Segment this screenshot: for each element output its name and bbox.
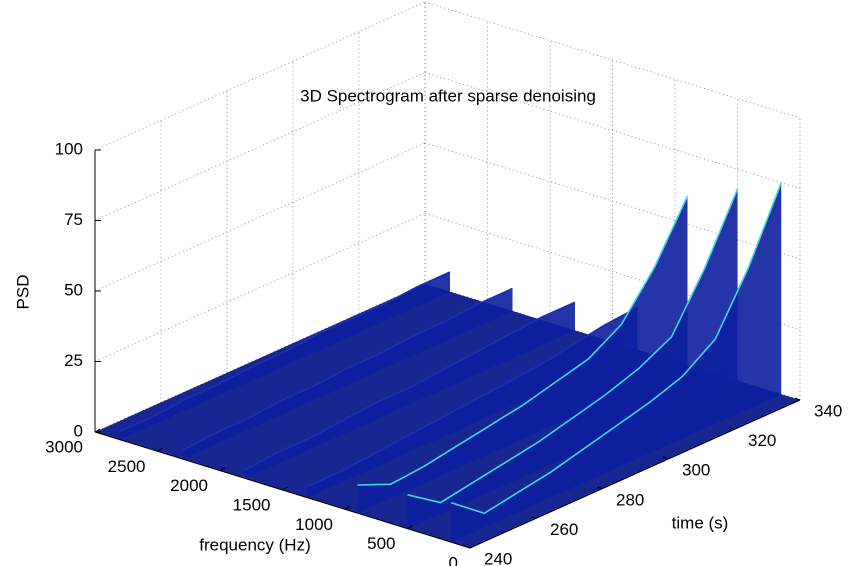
z-tick-label: 50 xyxy=(64,280,83,299)
y-axis-label: frequency (Hz) xyxy=(199,535,310,554)
y-tick-label: 0 xyxy=(449,553,458,566)
y-tick-label: 500 xyxy=(367,534,395,553)
grid-line xyxy=(94,72,426,221)
y-tick-label: 2000 xyxy=(170,476,208,495)
x-tick-label: 320 xyxy=(748,431,776,450)
ridge-curtain xyxy=(451,182,782,543)
x-tick-label: 300 xyxy=(682,461,710,480)
z-tick-label: 75 xyxy=(64,210,83,229)
x-tick-label: 240 xyxy=(484,549,512,566)
ridge-curtain xyxy=(120,271,450,440)
z-tick-label: 100 xyxy=(55,139,83,158)
ridge-line xyxy=(182,287,513,452)
x-tick xyxy=(464,545,471,549)
ridge-line xyxy=(407,188,739,504)
y-tick-label: 2500 xyxy=(108,457,146,476)
x-tick xyxy=(662,456,669,460)
grid-line xyxy=(424,72,801,189)
grid-line xyxy=(94,213,426,362)
axis-line xyxy=(469,399,801,549)
chart-title: 3D Spectrogram after sparse denoising xyxy=(300,86,596,105)
z-tick-label: 0 xyxy=(74,421,83,440)
y-tick xyxy=(94,428,101,433)
ridge-line xyxy=(357,195,689,486)
ridge-line xyxy=(119,271,451,433)
x-tick-label: 260 xyxy=(550,520,578,539)
ridge-line xyxy=(451,182,782,515)
y-tick-label: 1000 xyxy=(295,515,333,534)
ridge-line xyxy=(244,301,576,471)
ridge-curtain xyxy=(245,302,575,479)
y-tick xyxy=(157,447,163,452)
y-tick xyxy=(407,525,413,530)
x-tick xyxy=(794,397,801,401)
x-tick-label: 280 xyxy=(616,490,644,509)
grid-line xyxy=(94,1,426,151)
ridge-curtain xyxy=(407,188,738,529)
z-tick-label: 25 xyxy=(64,351,83,370)
z-axis-label: PSD xyxy=(13,275,32,310)
ridge-curtain xyxy=(307,307,638,498)
ridge-line xyxy=(307,306,638,488)
ridge-curtain xyxy=(182,288,513,460)
axes: 0255075100050010001500200025003000240260… xyxy=(45,139,842,566)
x-axis-label: time (s) xyxy=(672,513,729,532)
grid-line xyxy=(94,142,426,292)
x-tick xyxy=(596,486,603,490)
x-tick-label: 340 xyxy=(814,401,842,420)
y-tick-label: 3000 xyxy=(45,437,83,456)
y-tick xyxy=(219,467,226,472)
ridge-curtain xyxy=(357,196,688,514)
y-tick-label: 1500 xyxy=(233,495,271,514)
x-tick xyxy=(530,515,537,519)
x-tick xyxy=(728,427,735,431)
y-tick xyxy=(282,486,288,491)
grid-line xyxy=(424,1,801,119)
y-tick xyxy=(344,505,351,510)
surface xyxy=(95,182,800,548)
grid-line xyxy=(424,213,801,330)
grid-line xyxy=(424,142,801,260)
y-tick xyxy=(469,544,476,549)
